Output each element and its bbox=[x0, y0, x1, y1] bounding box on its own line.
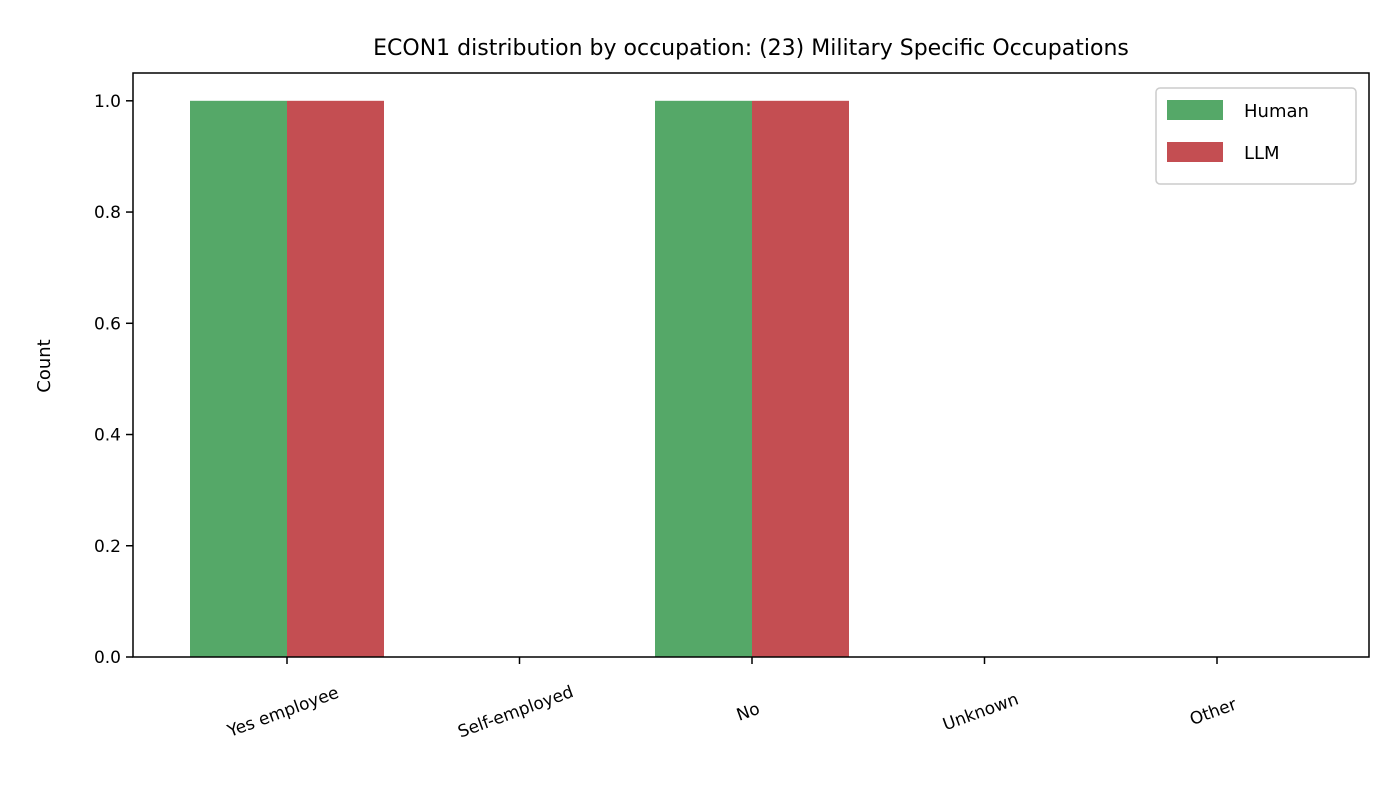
plot-frame bbox=[132, 72, 1370, 658]
x-axis: Yes employee Self-employed No Unknown Other bbox=[224, 657, 1239, 742]
y-tick-label: 0.8 bbox=[94, 203, 121, 223]
y-axis: 0.0 0.2 0.4 0.6 0.8 1.0 bbox=[94, 92, 133, 668]
x-tick-label: No bbox=[734, 699, 763, 726]
legend: Human LLM bbox=[1155, 87, 1357, 185]
bar-llm-no bbox=[752, 100, 849, 658]
y-tick-label: 1.0 bbox=[94, 92, 121, 112]
x-tick-label: Self-employed bbox=[455, 682, 576, 742]
y-tick-label: 0.6 bbox=[94, 314, 121, 334]
x-tick-label: Other bbox=[1187, 695, 1239, 730]
legend-label-llm: LLM bbox=[1244, 143, 1280, 164]
bar-human-yes-employee bbox=[190, 100, 287, 658]
y-axis-label: Count bbox=[34, 339, 55, 392]
bar-llm-yes-employee bbox=[287, 100, 384, 658]
chart-title: ECON1 distribution by occupation: (23) M… bbox=[373, 36, 1129, 61]
x-tick-label: Yes employee bbox=[224, 683, 342, 742]
y-tick-label: 0.2 bbox=[94, 537, 121, 557]
legend-label-human: Human bbox=[1244, 101, 1309, 122]
y-tick-label: 0.4 bbox=[94, 426, 121, 446]
legend-swatch-human bbox=[1167, 100, 1223, 120]
legend-swatch-llm bbox=[1167, 142, 1223, 162]
bars-layer bbox=[190, 100, 849, 658]
x-tick-label: Unknown bbox=[940, 689, 1021, 735]
bar-human-no bbox=[655, 100, 752, 658]
y-tick-label: 0.0 bbox=[94, 648, 121, 668]
